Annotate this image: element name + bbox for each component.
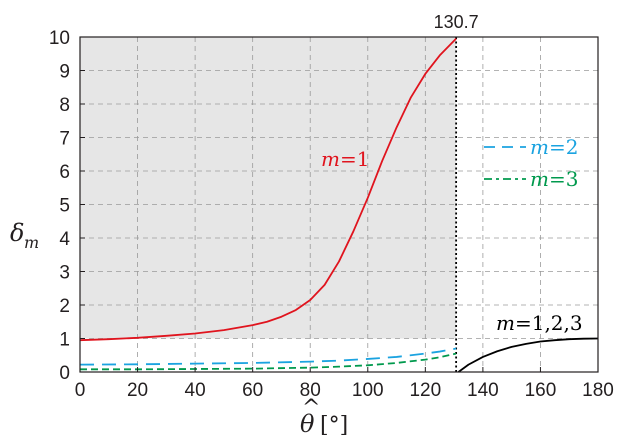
tick-labels: 0 20 40 60 80 100 120 140 160 180 0 1 2 3 4 5 6 7 8 9 10 [49,28,614,401]
y-tick-label: 4 [59,229,70,250]
series-label-m3-eq: =3 [549,167,578,191]
series-label-m3: m=3 [530,167,578,191]
series-label-m2-var: m [530,135,549,159]
x-tick-label: 0 [75,380,86,401]
x-tick-label: 80 [300,380,321,401]
series-line-m3 [80,352,457,371]
x-tick-label: 40 [185,380,206,401]
y-tick-label: 3 [59,263,70,284]
series-label-m1-eq: =1 [340,147,369,171]
series-label-m123-eq: =1,2,3 [515,311,583,335]
series-layer [79,38,599,373]
x-axis-label-hat: ^ [302,396,320,421]
y-tick-label: 7 [59,129,70,150]
x-tick-label: 100 [352,380,384,401]
x-tick-label: 120 [409,380,441,401]
series-label-m123-var: m [496,311,515,335]
series-line-m2 [79,347,457,366]
y-tick-label: 0 [59,363,70,384]
series-label-m3-var: m [530,167,549,191]
y-tick-label: 6 [59,162,70,183]
series-label-m1-var: m [321,147,340,171]
y-tick-label: 1 [59,330,70,351]
x-tick-label: 160 [525,380,557,401]
y-tick-label: 2 [59,296,70,317]
ticks [79,36,599,373]
series-line-m1 [79,38,457,342]
x-tick-label: 20 [127,380,148,401]
series-label-m123: m=1,2,3 [496,311,583,335]
x-tick-label: 60 [242,380,263,401]
series-label-m1: m=1 [321,147,369,171]
plot-area [80,37,598,372]
x-axis-label-symbol: θ [300,410,315,438]
y-tick-label: 5 [59,196,70,217]
x-axis-label: θ ^ [°] [300,396,348,438]
x-tick-label: 140 [467,380,499,401]
y-axis-label: δ m [10,219,39,252]
series-label-m2: m=2 [530,135,578,159]
critical-angle-label: 130.7 [434,12,479,32]
shaded-region [80,37,457,339]
y-axis-label-symbol: δ [10,219,24,247]
x-axis-label-unit: [°] [320,413,348,438]
series-label-m3-group: m=3 [484,167,578,191]
grid [80,37,598,372]
series-label-m2-group: m=2 [484,135,578,159]
series-label-m2-eq: =2 [549,135,578,159]
y-tick-label: 9 [59,62,70,83]
x-tick-label: 180 [582,380,614,401]
y-tick-label: 10 [49,28,70,49]
y-tick-label: 8 [59,95,70,116]
series-line-m123 [457,337,599,373]
y-axis-label-subscript: m [24,233,39,252]
